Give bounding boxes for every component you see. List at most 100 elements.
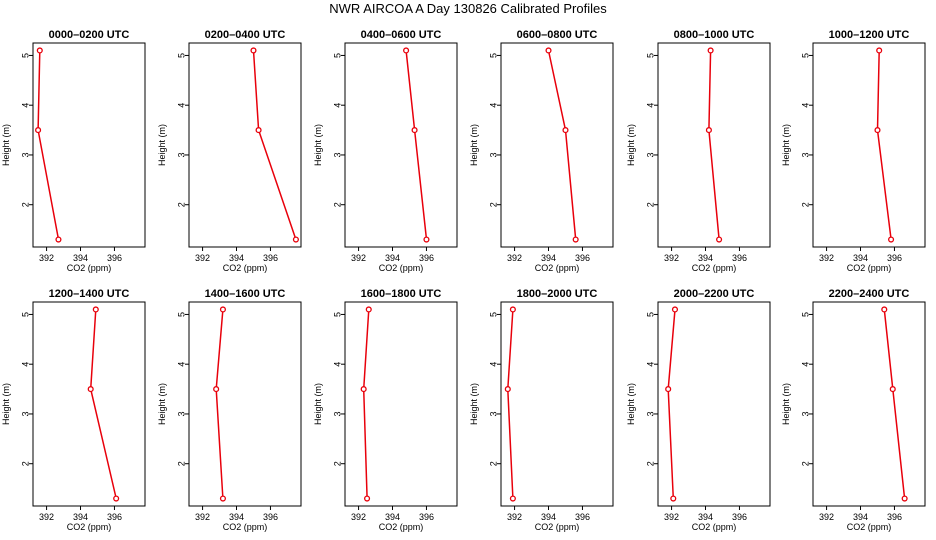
x-tick-label: 392 (507, 512, 522, 522)
y-axis-label: Height (m) (1, 383, 11, 425)
y-axis-label: Height (m) (313, 383, 323, 425)
panel-title: 0400–0600 UTC (361, 29, 442, 41)
co2-data-point (255, 127, 262, 134)
x-tick-label: 396 (107, 253, 122, 263)
x-tick-label: 396 (419, 253, 434, 263)
co2-data-point (888, 236, 895, 243)
y-tick-label: 3 (800, 411, 810, 416)
y-axis-label: Height (m) (469, 383, 479, 425)
y-axis-label: Height (m) (469, 124, 479, 166)
x-axis-label: CO2 (ppm) (535, 522, 580, 532)
co2-data-point (504, 386, 511, 393)
profile-panel-8: 1400–1600 UTC 392 394 396 2 3 4 5 CO2 (ppm) Heigh… (157, 288, 302, 532)
x-axis-label: CO2 (ppm) (847, 263, 892, 273)
y-tick-label: 5 (488, 312, 498, 317)
y-axis-label: Height (m) (781, 383, 791, 425)
panel-title: 0200–0400 UTC (205, 29, 286, 41)
profile-panel-9: 1600–1800 UTC 392 394 396 2 3 4 5 CO2 (ppm) Heigh… (313, 288, 458, 532)
x-tick-label: 392 (39, 512, 54, 522)
x-axis-label: CO2 (ppm) (379, 522, 424, 532)
y-tick-label: 2 (800, 461, 810, 466)
x-tick-label: 394 (229, 253, 244, 263)
plot-frame (657, 301, 771, 507)
x-tick-label: 396 (419, 512, 434, 522)
x-tick-label: 396 (575, 253, 590, 263)
x-tick-label: 396 (575, 512, 590, 522)
x-tick-label: 396 (107, 512, 122, 522)
y-tick-label: 5 (20, 312, 30, 317)
co2-data-point (411, 127, 418, 134)
x-axis-label: CO2 (ppm) (379, 263, 424, 273)
co2-data-point (87, 386, 94, 393)
y-tick-label: 2 (332, 202, 342, 207)
co2-data-point (219, 495, 226, 502)
co2-data-point (670, 495, 677, 502)
y-tick-label: 4 (800, 103, 810, 108)
panel-title: 0800–1000 UTC (674, 29, 755, 41)
y-tick-label: 5 (176, 312, 186, 317)
y-tick-label: 4 (488, 362, 498, 367)
y-tick-label: 3 (20, 152, 30, 157)
y-tick-label: 3 (332, 411, 342, 416)
co2-data-point (705, 127, 712, 134)
panel-title: 2000–2200 UTC (674, 288, 755, 300)
x-tick-label: 392 (195, 512, 210, 522)
plot-frame (812, 301, 926, 507)
plot-frame (344, 42, 458, 248)
x-tick-label: 392 (819, 512, 834, 522)
y-tick-label: 2 (20, 461, 30, 466)
co2-data-point (545, 47, 552, 54)
y-tick-label: 3 (332, 152, 342, 157)
y-tick-label: 2 (176, 202, 186, 207)
co2-data-point (874, 127, 881, 134)
x-tick-label: 396 (263, 253, 278, 263)
x-tick-label: 394 (385, 512, 400, 522)
x-tick-label: 392 (819, 253, 834, 263)
y-axis-label: Height (m) (157, 383, 167, 425)
profile-panel-7: 1200–1400 UTC 392 394 396 2 3 4 5 CO2 (ppm) Heigh… (1, 288, 146, 532)
plot-frame (188, 42, 302, 248)
panel-title: 1400–1600 UTC (205, 288, 286, 300)
figure-title: NWR AIRCOA A Day 130826 Calibrated Profi… (329, 1, 607, 16)
x-axis-label: CO2 (ppm) (847, 522, 892, 532)
plot-frame (32, 42, 146, 248)
profile-panel-2: 0200–0400 UTC 392 394 396 2 3 4 5 CO2 (ppm) Heigh… (157, 29, 302, 273)
y-tick-label: 4 (20, 103, 30, 108)
y-tick-label: 4 (20, 362, 30, 367)
x-tick-label: 392 (351, 512, 366, 522)
y-tick-label: 2 (332, 461, 342, 466)
plot-frame (188, 301, 302, 507)
y-tick-label: 2 (645, 461, 655, 466)
co2-profile-line (89, 309, 117, 499)
co2-data-point (707, 47, 714, 54)
x-tick-label: 392 (507, 253, 522, 263)
co2-data-point (423, 236, 430, 243)
co2-profile-line (37, 50, 60, 240)
x-tick-label: 396 (263, 512, 278, 522)
co2-profile-line (507, 309, 514, 499)
x-tick-label: 394 (73, 512, 88, 522)
y-tick-label: 3 (645, 411, 655, 416)
y-tick-label: 4 (332, 103, 342, 108)
x-axis-label: CO2 (ppm) (67, 263, 112, 273)
y-tick-label: 4 (488, 103, 498, 108)
y-tick-label: 2 (176, 461, 186, 466)
y-tick-label: 5 (645, 312, 655, 317)
y-tick-label: 2 (800, 202, 810, 207)
profile-panel-1: 0000–0200 UTC 392 394 396 2 3 4 5 CO2 (ppm) Heigh… (1, 29, 146, 273)
x-tick-label: 396 (732, 253, 747, 263)
y-tick-label: 3 (176, 411, 186, 416)
y-tick-label: 4 (176, 362, 186, 367)
y-axis-label: Height (m) (1, 124, 11, 166)
y-tick-label: 3 (488, 152, 498, 157)
y-tick-label: 5 (332, 53, 342, 58)
x-tick-label: 394 (698, 512, 713, 522)
co2-profile-line (362, 309, 370, 499)
y-axis-label: Height (m) (781, 124, 791, 166)
x-tick-label: 394 (853, 512, 868, 522)
x-tick-label: 394 (541, 253, 556, 263)
y-tick-label: 5 (800, 53, 810, 58)
y-tick-label: 4 (800, 362, 810, 367)
y-tick-label: 5 (176, 53, 186, 58)
x-tick-label: 396 (887, 512, 902, 522)
